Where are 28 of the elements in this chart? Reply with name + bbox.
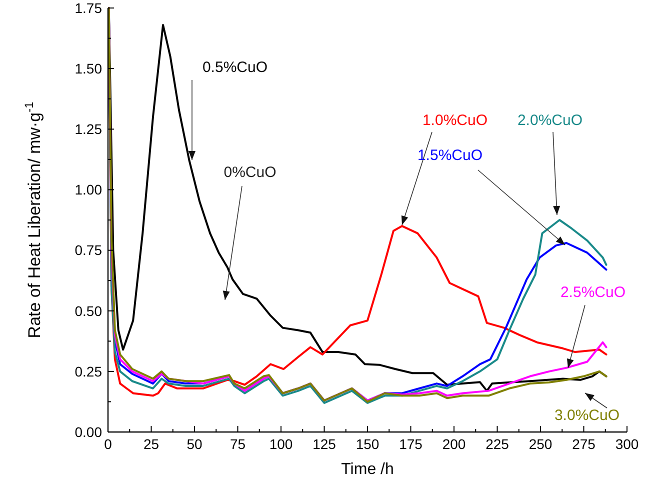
- y-tick-label: 0.00: [74, 424, 102, 440]
- annotation: 0%CuO: [224, 164, 276, 181]
- x-tick-label: 0: [104, 436, 112, 452]
- y-tick-label: 1.25: [74, 121, 102, 138]
- x-tick-label: 200: [442, 436, 466, 452]
- y-tick-label: 0.50: [74, 302, 102, 319]
- series-label: 0.5%CuO: [202, 59, 268, 76]
- text: 1.0%CuO: [422, 112, 488, 129]
- x-tick-label: 175: [399, 436, 423, 452]
- x-tick-label: 250: [528, 436, 552, 452]
- x-tick-label: 125: [312, 436, 336, 452]
- series-label: 3.0%CuO: [554, 407, 620, 424]
- x-axis-title: Time /h: [341, 461, 394, 478]
- x-tick-label: 75: [230, 436, 246, 452]
- y-tick-label: 0.75: [74, 242, 102, 258]
- x-tick-label: 50: [186, 436, 202, 452]
- text: 2.5%CuO: [560, 284, 626, 301]
- x-tick-label: 150: [356, 436, 380, 452]
- y-tick-label: 1.50: [74, 60, 102, 76]
- y-tick-label: 1.75: [74, 0, 102, 16]
- x-tick-label: 300: [615, 436, 639, 452]
- x-tick-label: 275: [572, 436, 596, 452]
- y-tick-label: 1.00: [74, 182, 102, 198]
- x-tick-label: 225: [486, 436, 510, 452]
- text: 2.0%CuO: [517, 112, 583, 129]
- y-tick-label: 0.25: [74, 363, 102, 380]
- x-tick-label: 100: [269, 436, 293, 452]
- x-tick-label: 25: [143, 436, 160, 452]
